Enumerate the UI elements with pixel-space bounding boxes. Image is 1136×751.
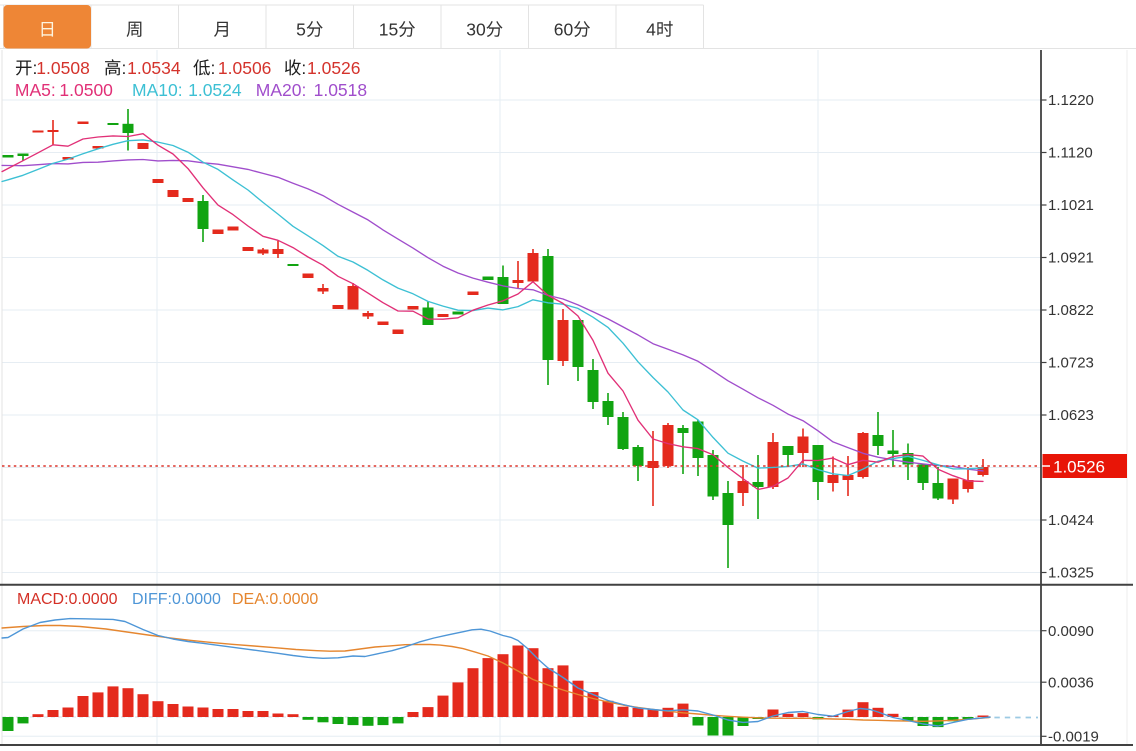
svg-text:-0.0019: -0.0019 xyxy=(1048,729,1099,746)
svg-text:1.1021: 1.1021 xyxy=(1048,197,1094,214)
svg-text:1.0921: 1.0921 xyxy=(1048,250,1094,267)
svg-text:MACD:0.0000: MACD:0.0000 xyxy=(17,591,118,608)
svg-text:1.0534: 1.0534 xyxy=(127,58,181,78)
svg-text:30: 30 xyxy=(466,20,486,40)
svg-text:1.0424: 1.0424 xyxy=(1048,512,1094,529)
svg-text::: : xyxy=(122,58,127,78)
svg-text:1.0623: 1.0623 xyxy=(1048,407,1094,424)
svg-text::: : xyxy=(211,58,216,78)
svg-text:1.0500: 1.0500 xyxy=(59,80,113,100)
svg-text:DEA:0.0000: DEA:0.0000 xyxy=(232,591,318,608)
svg-text:MA5:: MA5: xyxy=(15,80,56,100)
svg-text:1.0524: 1.0524 xyxy=(188,80,242,100)
svg-text:4: 4 xyxy=(646,20,656,40)
svg-text::: : xyxy=(301,58,306,78)
svg-text:DIFF:0.0000: DIFF:0.0000 xyxy=(132,591,221,608)
svg-text::: : xyxy=(33,58,38,78)
svg-text:1.0526: 1.0526 xyxy=(1053,458,1105,477)
svg-text:15: 15 xyxy=(379,20,398,40)
svg-text:0.0090: 0.0090 xyxy=(1048,623,1094,640)
svg-text:1.0822: 1.0822 xyxy=(1048,302,1094,319)
svg-text:1.0723: 1.0723 xyxy=(1048,355,1094,372)
svg-text:1.0526: 1.0526 xyxy=(307,58,361,78)
svg-text:1.0518: 1.0518 xyxy=(314,80,368,100)
svg-text:5: 5 xyxy=(296,20,306,40)
svg-text:MA10:: MA10: xyxy=(132,80,183,100)
svg-text:1.0508: 1.0508 xyxy=(36,58,90,78)
svg-text:1.1220: 1.1220 xyxy=(1048,92,1094,109)
svg-text:1.0325: 1.0325 xyxy=(1048,565,1094,582)
svg-text:60: 60 xyxy=(554,20,574,40)
svg-text:1.1120: 1.1120 xyxy=(1048,145,1093,162)
svg-text:0.0036: 0.0036 xyxy=(1048,674,1094,691)
svg-text:MA20:: MA20: xyxy=(256,80,307,100)
svg-text:1.0506: 1.0506 xyxy=(218,58,272,78)
